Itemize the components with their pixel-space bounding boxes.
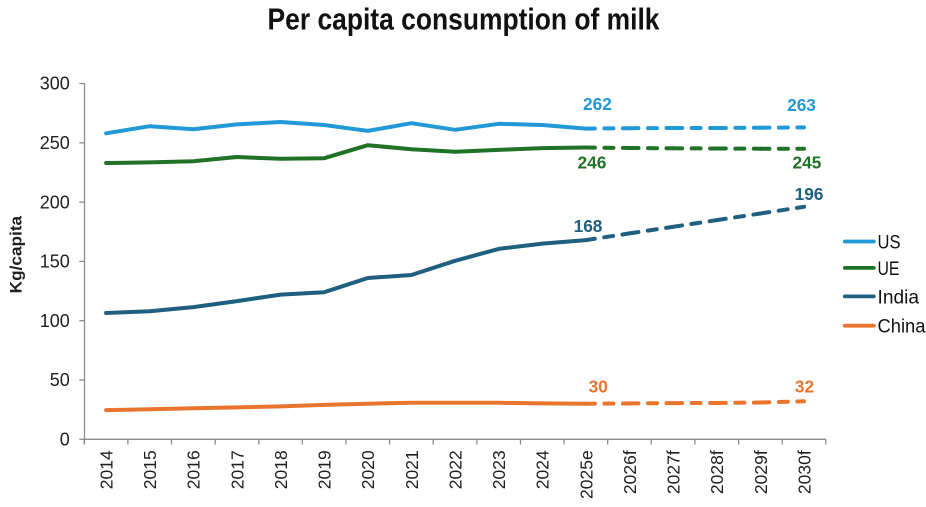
- svg-text:2029f: 2029f: [751, 450, 771, 494]
- svg-text:UE: UE: [878, 259, 900, 280]
- svg-text:2024: 2024: [533, 450, 553, 489]
- svg-text:2030f: 2030f: [794, 450, 814, 494]
- svg-text:2027f: 2027f: [664, 450, 684, 494]
- svg-text:2020: 2020: [358, 450, 378, 489]
- svg-text:2028f: 2028f: [707, 450, 727, 494]
- svg-text:2016: 2016: [184, 450, 204, 489]
- svg-text:245: 245: [792, 153, 821, 173]
- svg-text:30: 30: [589, 376, 608, 396]
- svg-text:India: India: [878, 287, 920, 308]
- svg-text:Per capita consumption of milk: Per capita consumption of milk: [268, 1, 661, 36]
- svg-text:2021: 2021: [402, 450, 422, 489]
- svg-text:100: 100: [40, 311, 70, 331]
- svg-text:168: 168: [574, 216, 603, 236]
- svg-text:US: US: [878, 232, 901, 253]
- svg-text:50: 50: [50, 370, 70, 390]
- svg-text:150: 150: [40, 252, 70, 272]
- svg-text:250: 250: [40, 133, 70, 153]
- svg-text:2019: 2019: [315, 450, 335, 489]
- svg-text:Kg/capita: Kg/capita: [6, 215, 25, 293]
- svg-text:0: 0: [60, 430, 70, 450]
- svg-text:2025e: 2025e: [576, 450, 596, 499]
- svg-text:32: 32: [795, 376, 814, 396]
- svg-text:300: 300: [40, 74, 70, 94]
- svg-text:200: 200: [40, 192, 70, 212]
- svg-text:2014: 2014: [97, 450, 117, 489]
- svg-text:246: 246: [577, 153, 606, 173]
- svg-text:2022: 2022: [445, 450, 465, 489]
- svg-text:2015: 2015: [140, 450, 160, 489]
- svg-text:China: China: [878, 317, 926, 338]
- svg-text:2026f: 2026f: [620, 450, 640, 494]
- svg-text:262: 262: [583, 94, 612, 114]
- svg-text:196: 196: [795, 184, 824, 204]
- svg-text:2023: 2023: [489, 450, 509, 489]
- svg-text:263: 263: [787, 95, 816, 115]
- svg-text:2017: 2017: [227, 450, 247, 489]
- svg-text:2018: 2018: [271, 450, 291, 489]
